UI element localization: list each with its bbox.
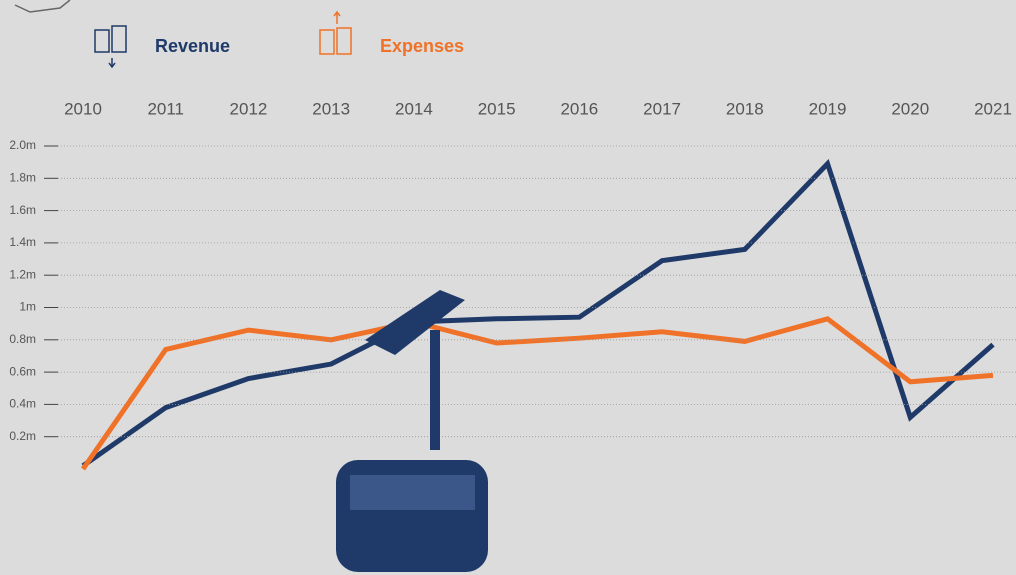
y-tick-label: 0.4m bbox=[9, 397, 36, 411]
x-tick-label: 2016 bbox=[560, 99, 598, 118]
y-tick-label: 1.4m bbox=[9, 235, 36, 249]
legend-label: Expenses bbox=[380, 36, 464, 56]
decor-icon bbox=[14, 0, 71, 13]
x-tick-label: 2010 bbox=[64, 99, 102, 118]
x-tick-label: 2017 bbox=[643, 99, 681, 118]
y-tick-label: 1.8m bbox=[9, 170, 36, 184]
x-tick-label: 2019 bbox=[809, 99, 847, 118]
y-tick-label: 1.6m bbox=[9, 203, 36, 217]
y-tick-label: 0.6m bbox=[9, 364, 36, 378]
legend-icon-expenses bbox=[319, 10, 352, 55]
y-tick-label: 0.8m bbox=[9, 332, 36, 346]
y-tick-label: 1m bbox=[19, 300, 36, 314]
y-tick-label: 1.2m bbox=[9, 267, 36, 281]
x-tick-label: 2021 bbox=[974, 99, 1012, 118]
gondola-illustration bbox=[336, 290, 488, 572]
x-tick-label: 2013 bbox=[312, 99, 350, 118]
grid bbox=[58, 145, 1016, 438]
x-tick-label: 2018 bbox=[726, 99, 764, 118]
line-series bbox=[81, 159, 995, 468]
legend-label: Revenue bbox=[155, 36, 230, 56]
y-tick-label: 2.0m bbox=[9, 138, 36, 152]
x-tick-label: 2014 bbox=[395, 99, 433, 118]
x-tick-label: 2011 bbox=[147, 99, 184, 118]
y-tick-label: 0.2m bbox=[9, 429, 36, 443]
x-tick-label: 2015 bbox=[478, 99, 516, 118]
x-tick-label: 2012 bbox=[230, 99, 268, 118]
x-tick-label: 2020 bbox=[891, 99, 929, 118]
line-series bbox=[80, 316, 994, 471]
legend-icon-revenue bbox=[94, 25, 127, 69]
